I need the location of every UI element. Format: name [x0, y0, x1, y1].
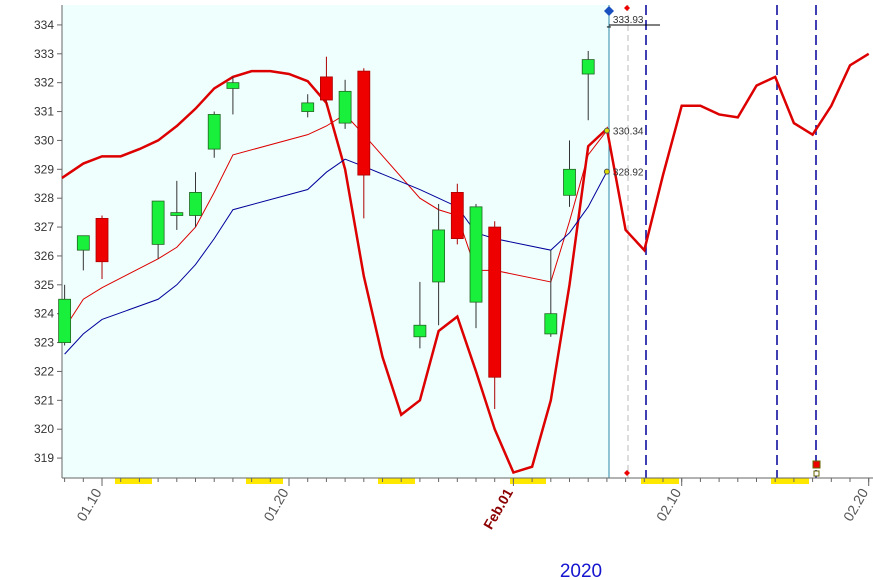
x-tick-label: 02.10	[653, 485, 684, 524]
candle-body	[95, 217, 109, 263]
plot-background	[62, 5, 609, 478]
candle-body	[563, 168, 576, 196]
y-tick-label: 327	[34, 220, 54, 234]
candle-body	[226, 82, 240, 89]
weekend-bar	[771, 478, 809, 484]
weekend-bars	[115, 478, 809, 484]
year-label: 2020	[560, 561, 602, 580]
marker-diamond	[624, 5, 630, 11]
candle-body	[338, 90, 352, 124]
annotation-label: 328.92	[613, 168, 644, 179]
marker-diamond	[624, 470, 630, 476]
y-tick-label: 333	[34, 47, 54, 61]
y-tick-label: 320	[34, 422, 54, 436]
line	[64, 158, 608, 355]
x-tick-label: 02.20	[840, 485, 871, 524]
marker-square	[813, 470, 820, 477]
line	[61, 52, 870, 475]
y-tick-label: 330	[34, 133, 54, 147]
weekend-bar	[115, 478, 152, 484]
y-tick-label: 328	[34, 191, 54, 205]
y-tick-label: 326	[34, 249, 54, 263]
candle-body	[581, 59, 595, 75]
candle-body	[58, 298, 72, 343]
candle-body	[488, 226, 502, 378]
candle-body	[432, 229, 446, 283]
y-tick-label: 334	[34, 18, 54, 32]
candle-body	[357, 70, 371, 176]
candle-body	[320, 76, 333, 101]
y-tick-label: 321	[34, 393, 54, 407]
candle-body	[189, 192, 202, 216]
annotation-point	[603, 127, 610, 134]
weekend-bar	[510, 478, 546, 484]
candle-body	[76, 235, 90, 251]
candle-body	[469, 206, 483, 303]
candle-body	[301, 102, 315, 112]
x-tick-label: 01.10	[73, 485, 104, 524]
y-tick-label: 329	[34, 162, 54, 176]
candle-body	[413, 324, 427, 338]
candle-body	[450, 192, 464, 240]
weekend-bar	[378, 478, 415, 484]
x-tick-label: 01.20	[260, 485, 291, 524]
candle-body	[544, 313, 558, 335]
annotation-label: 330.34	[613, 127, 644, 138]
y-tick-label: 325	[34, 278, 54, 292]
y-tick-label: 331	[34, 105, 54, 119]
candle-body	[151, 200, 165, 245]
y-tick-label: 324	[34, 307, 54, 321]
marker-diamond	[604, 6, 614, 16]
weekend-bar	[246, 478, 283, 484]
x-tick-label: Feb.01	[480, 485, 516, 532]
y-tick-label: 319	[34, 451, 54, 465]
y-tick-label: 323	[34, 336, 54, 350]
candle-body	[170, 212, 184, 216]
y-tick-label: 322	[34, 364, 54, 378]
weekend-bar	[641, 478, 679, 484]
annotation-label: 333.93	[613, 15, 644, 26]
marker-square	[812, 460, 821, 469]
annotation-point	[603, 168, 610, 175]
y-tick-label: 332	[34, 76, 54, 90]
candle-body	[207, 114, 221, 150]
